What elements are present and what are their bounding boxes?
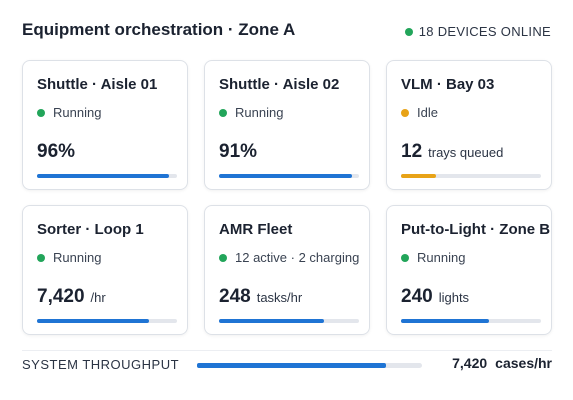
device-card: Shuttle · Aisle 02 Running 91%	[204, 60, 370, 190]
metric: 248 tasks/hr	[219, 286, 302, 308]
value: 12	[401, 141, 423, 162]
progress-fill	[219, 174, 352, 178]
progress-track	[401, 174, 541, 178]
device-card: Sorter · Loop 1 Running 7,420/hr	[22, 205, 188, 335]
status: Running	[219, 105, 283, 120]
card-title: Put-to-Light · Zone B	[401, 221, 551, 238]
metric: 7,420/hr	[37, 286, 106, 308]
value: 248	[219, 286, 251, 307]
status: Idle	[401, 105, 438, 120]
status: Running	[401, 250, 465, 265]
unit: /hr	[90, 290, 106, 305]
card-grid: Shuttle · Aisle 01 Running 96% Shuttle · Ai…	[22, 60, 552, 335]
value: 7,420	[37, 286, 85, 307]
progress-track	[219, 174, 359, 178]
status: 12 active · 2 charging	[219, 250, 359, 265]
status-text: 12 active · 2 charging	[235, 250, 360, 265]
progress-track	[401, 319, 541, 323]
progress-track	[37, 319, 177, 323]
status-dot	[401, 253, 409, 262]
value: 7,420	[452, 355, 488, 371]
progress-track	[197, 363, 422, 368]
progress-fill	[197, 363, 386, 368]
card-title: Sorter · Loop 1	[37, 221, 144, 238]
unit: tasks/hr	[256, 290, 303, 305]
progress-fill	[401, 174, 436, 178]
progress-fill	[37, 174, 169, 178]
metric: 240 lights	[401, 286, 469, 308]
device-card: Put-to-Light · Zone B Running 240 lights	[386, 205, 552, 335]
progress-track	[37, 174, 177, 178]
badge: 18 DEVICES ONLINE	[404, 24, 551, 39]
status: Running	[37, 250, 101, 265]
status-dot	[401, 108, 409, 117]
footer-value: 7,420 cases/hr	[452, 355, 552, 371]
status-dot	[404, 27, 413, 36]
card-title: Shuttle · Aisle 01	[37, 76, 158, 93]
footer: SYSTEM THROUGHPUT 7,420 cases/hr	[22, 350, 552, 379]
badge-text: 18 DEVICES ONLINE	[418, 24, 551, 39]
status-dot	[37, 253, 45, 262]
progress-fill	[37, 319, 149, 323]
card-title: Shuttle · Aisle 02	[219, 76, 340, 93]
metric: 96%	[37, 141, 75, 163]
device-card: VLM · Bay 03 Idle 12 trays queued	[386, 60, 552, 190]
card-title: VLM · Bay 03	[401, 76, 495, 93]
status-dot	[219, 253, 227, 262]
unit: cases/hr	[495, 355, 552, 371]
footer-label: SYSTEM THROUGHPUT	[22, 357, 180, 372]
progress-fill	[219, 319, 324, 323]
device-card: Shuttle · Aisle 01 Running 96%	[22, 60, 188, 190]
status-dot	[37, 108, 45, 117]
card-title: AMR Fleet	[219, 221, 293, 238]
status: Running	[37, 105, 101, 120]
unit: lights	[438, 290, 470, 305]
status-text: Running	[235, 105, 284, 120]
value: 91%	[219, 141, 258, 162]
device-card: AMR Fleet 12 active · 2 charging 248 tasks/…	[204, 205, 370, 335]
unit: trays queued	[428, 145, 504, 160]
header-title: Equipment orchestration · Zone A	[22, 20, 296, 39]
status-text: Running	[53, 105, 102, 120]
value: 96%	[37, 141, 76, 162]
status-text: Running	[53, 250, 102, 265]
progress-track	[219, 319, 359, 323]
status-text: Idle	[417, 105, 438, 120]
metric: 91%	[219, 141, 257, 163]
metric: 12 trays queued	[401, 141, 503, 163]
value: 240	[401, 286, 433, 307]
status-dot	[219, 108, 227, 117]
status-text: Running	[417, 250, 466, 265]
progress-fill	[401, 319, 490, 323]
